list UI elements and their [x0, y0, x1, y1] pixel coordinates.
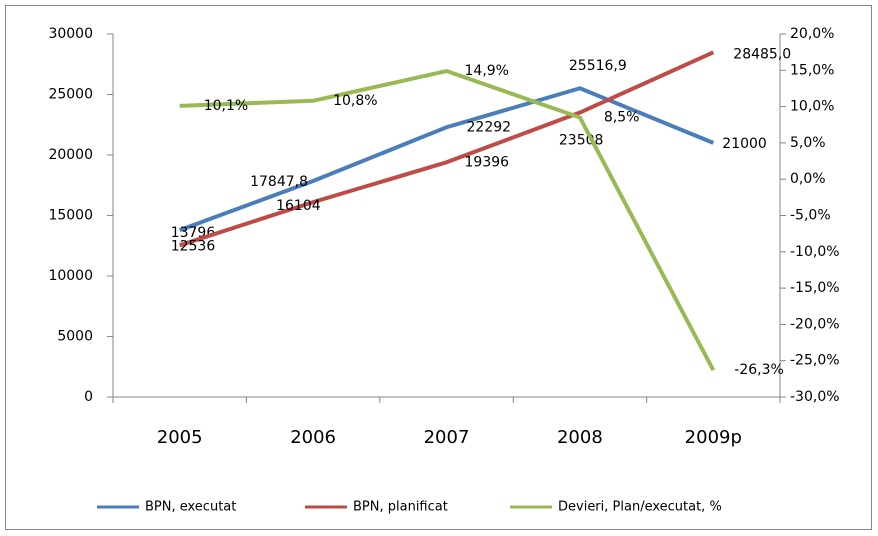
data-label: 21000 — [722, 136, 767, 152]
chart-border — [5, 5, 872, 530]
y2-tick-label: -25,0% — [790, 353, 840, 369]
x-tick-label: 2009p — [685, 427, 742, 448]
data-label: 14,9% — [465, 63, 509, 79]
data-label: 16104 — [276, 198, 321, 214]
data-label: 10,8% — [333, 93, 377, 109]
x-tick-label: 2008 — [557, 427, 603, 448]
data-label: -26,3% — [734, 362, 784, 378]
data-label: 22292 — [467, 119, 512, 135]
y2-tick-label: 20,0% — [790, 26, 834, 42]
data-label: 19396 — [465, 154, 510, 170]
y2-tick-label: 10,0% — [790, 99, 834, 115]
y-tick-label: 30000 — [48, 26, 93, 42]
data-label: 12536 — [171, 238, 216, 254]
x-tick-label: 2005 — [157, 427, 203, 448]
y2-tick-label: 15,0% — [790, 62, 834, 78]
data-label: 10,1% — [204, 98, 248, 114]
y-tick-label: 10000 — [48, 268, 93, 284]
y2-tick-label: 0,0% — [790, 171, 826, 187]
y-tick-label: 20000 — [48, 147, 93, 163]
x-tick-label: 2007 — [424, 427, 470, 448]
y-tick-label: 5000 — [57, 329, 93, 345]
legend-label: BPN, planificat — [353, 500, 448, 515]
data-label: 28485,0 — [733, 46, 791, 62]
series-line — [179, 50, 715, 248]
y-tick-label: 15000 — [48, 208, 93, 224]
data-label: 8,5% — [604, 109, 640, 125]
y-tick-label: 0 — [84, 389, 93, 405]
y2-tick-label: -30,0% — [790, 389, 840, 405]
y-tick-label: 25000 — [48, 87, 93, 103]
legend-label: Devieri, Plan/executat, % — [558, 500, 722, 515]
legend-label: BPN, executat — [145, 500, 236, 515]
x-tick-label: 2006 — [290, 427, 336, 448]
series-line — [179, 86, 715, 232]
y2-tick-label: -5,0% — [790, 208, 831, 224]
y2-tick-label: -10,0% — [790, 244, 840, 260]
data-label: 25516,9 — [569, 58, 627, 74]
data-label: 17847,8 — [250, 174, 308, 190]
y2-tick-label: -20,0% — [790, 316, 840, 332]
series-line — [179, 69, 716, 372]
y2-tick-label: 5,0% — [790, 135, 826, 151]
y2-tick-label: -15,0% — [790, 280, 840, 296]
